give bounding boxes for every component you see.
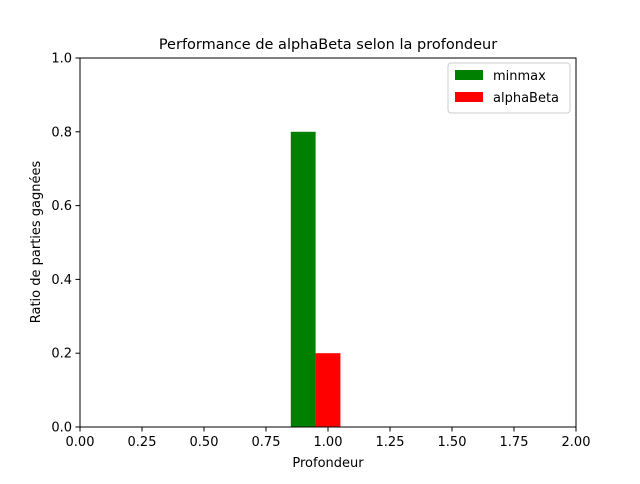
bar-minmax-0 bbox=[290, 131, 316, 428]
legend-label-minmax: minmax bbox=[493, 69, 546, 84]
x-tick-label: 1.75 bbox=[500, 435, 529, 450]
bars-layer bbox=[290, 131, 341, 428]
x-tick-label: 1.00 bbox=[314, 435, 343, 450]
x-axis-ticks: 0.00 0.25 0.50 0.75 1.00 1.25 1.50 1.75 2.00 bbox=[66, 427, 591, 450]
x-axis-label: Profondeur bbox=[292, 456, 364, 471]
legend-label-alphaBeta: alphaBeta bbox=[493, 91, 559, 106]
x-tick-label: 0.75 bbox=[252, 435, 281, 450]
bar-alphaBeta-0 bbox=[315, 353, 341, 427]
y-tick-label: 0.4 bbox=[51, 273, 72, 288]
x-tick-label: 1.25 bbox=[376, 435, 405, 450]
y-tick-label: 0.6 bbox=[51, 199, 72, 214]
y-axis-ticks: 0.0 0.2 0.4 0.6 0.8 1.0 bbox=[51, 52, 80, 436]
y-tick-label: 1.0 bbox=[51, 52, 72, 67]
x-tick-label: 0.25 bbox=[128, 435, 157, 450]
chart-title: Performance de alphaBeta selon la profon… bbox=[159, 37, 497, 53]
y-tick-label: 0.0 bbox=[51, 421, 72, 436]
x-tick-label: 0.50 bbox=[190, 435, 219, 450]
x-tick-label: 2.00 bbox=[562, 435, 591, 450]
x-tick-label: 0.00 bbox=[66, 435, 95, 450]
legend: minmax alphaBeta bbox=[447, 62, 571, 114]
y-axis-label: Ratio de parties gagnées bbox=[29, 161, 44, 324]
legend-swatch-minmax bbox=[455, 70, 483, 80]
legend-swatch-alphaBeta bbox=[455, 92, 483, 102]
y-tick-label: 0.8 bbox=[51, 125, 72, 140]
x-tick-label: 1.50 bbox=[438, 435, 467, 450]
y-tick-label: 0.2 bbox=[51, 347, 72, 362]
